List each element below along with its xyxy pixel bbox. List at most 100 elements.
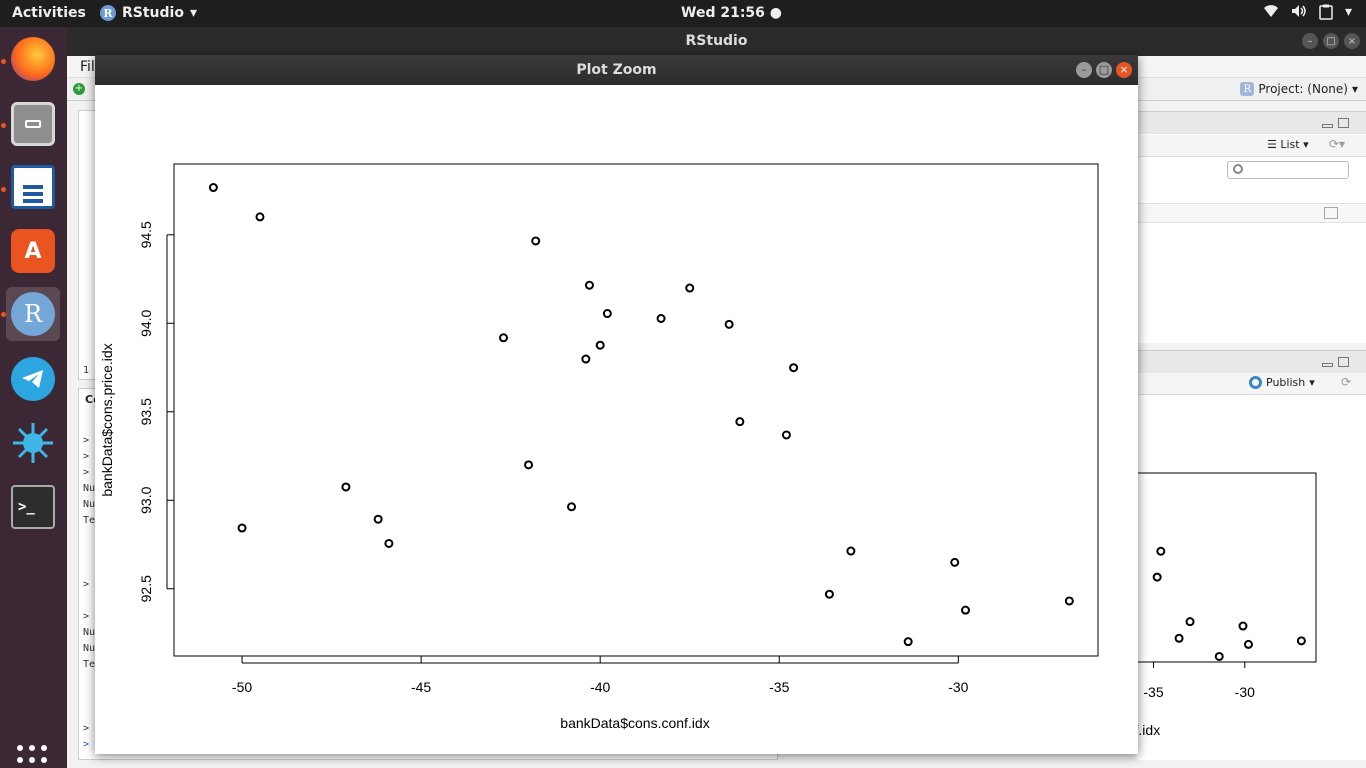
volume-icon (1291, 4, 1307, 24)
bg-data-point (1243, 639, 1253, 649)
x-axis-label: bankData$cons.conf.idx (560, 715, 709, 731)
data-point (1064, 596, 1074, 606)
publish-button[interactable]: Publish ▾ (1249, 376, 1315, 389)
data-point (903, 637, 913, 647)
data-point (208, 183, 218, 193)
bg-data-point (1296, 636, 1306, 646)
minimize-icon[interactable]: – (1302, 33, 1318, 49)
refresh-icon[interactable]: ⟳ (1341, 375, 1352, 389)
wifi-icon (1263, 4, 1279, 24)
console-line: Nu (83, 643, 96, 654)
minimize-pane-icon[interactable] (1322, 363, 1333, 367)
bg-data-point (1152, 572, 1162, 582)
dock: A R >_ (0, 27, 67, 768)
activities-button[interactable]: Activities (12, 5, 86, 21)
plot-zoom-window: Plot Zoom – □ × -50 -45 -40 -35 -30 92.5 93.0 9… (95, 55, 1138, 754)
clock[interactable]: Wed 21:56 ● (681, 5, 782, 21)
console-line: > (83, 723, 90, 734)
dock-files[interactable] (6, 97, 60, 151)
y-tick-label: 93.5 (138, 398, 154, 425)
data-point (595, 340, 605, 350)
clipboard-icon (1319, 4, 1333, 24)
plots-toolbar: Publish ▾ ⟳ (1137, 373, 1366, 395)
environment-row[interactable] (1137, 203, 1366, 223)
files-icon (11, 102, 55, 146)
system-tray[interactable]: ▾ (1263, 4, 1352, 24)
firefox-icon (11, 37, 55, 81)
console-line: > (83, 579, 90, 590)
environment-header (1137, 112, 1366, 134)
dock-terminal[interactable]: >_ (6, 480, 60, 534)
plots-pane: Publish ▾ ⟳ -35 -30 bankData$cons.conf.idx (1137, 350, 1366, 760)
list-view-label: List (1280, 138, 1300, 151)
console-line: > (83, 435, 90, 446)
project-menu[interactable]: R Project: (None) ▾ (1240, 82, 1358, 96)
y-tick-label: 94.5 (138, 221, 154, 248)
bg-data-point (1174, 633, 1184, 643)
x-tick-label: -45 (411, 679, 431, 695)
maximize-icon[interactable]: □ (1323, 33, 1339, 49)
data-point (656, 314, 666, 324)
console-prompt[interactable]: > (83, 739, 90, 750)
list-view-button[interactable]: ☰ List ▾ (1267, 138, 1309, 151)
top-bar: Activities R RStudio ▾ Wed 21:56 ● ▾ (0, 0, 1366, 27)
plot-zoom-title: Plot Zoom (95, 55, 1138, 85)
bg-plot-frame (1137, 472, 1317, 663)
chevron-down-icon: ▾ (1309, 376, 1315, 389)
console-line: Te (83, 515, 96, 526)
x-tick-label: -30 (948, 679, 968, 695)
console-line: Nu (83, 499, 96, 510)
data-point (950, 557, 960, 567)
chevron-down-icon: ▾ (1351, 82, 1358, 96)
publish-icon (1249, 376, 1262, 389)
background-plot: -35 -30 bankData$cons.conf.idx (1137, 472, 1317, 738)
y-tick-label: 93.0 (138, 486, 154, 513)
environment-toolbar: ☰ List ▾ ⟳▾ (1137, 135, 1366, 157)
console-line: Nu (83, 627, 96, 638)
maximize-pane-icon[interactable] (1338, 357, 1349, 367)
console-line: Te (83, 659, 96, 670)
bg-data-point (1214, 651, 1224, 661)
show-applications-icon[interactable] (17, 745, 49, 768)
y-tick-label: 94.0 (138, 309, 154, 336)
bg-x-axis-label: bankData$cons.conf.idx (1137, 722, 1160, 738)
grid-view-icon[interactable] (1324, 207, 1338, 219)
data-point (685, 283, 695, 293)
minimize-icon[interactable]: – (1076, 62, 1092, 78)
dock-settings[interactable] (6, 416, 60, 470)
x-tick-label: -40 (590, 679, 610, 695)
rstudio-icon: R (11, 292, 55, 336)
chevron-down-icon: ▾ (1344, 4, 1352, 20)
writer-icon (11, 165, 55, 209)
data-point (960, 605, 970, 615)
y-tick-label: 92.5 (138, 575, 154, 602)
close-icon[interactable]: × (1344, 33, 1360, 49)
data-point (567, 502, 577, 512)
app-menu[interactable]: R RStudio ▾ (100, 5, 197, 21)
close-icon[interactable]: × (1116, 62, 1132, 78)
data-point (384, 538, 394, 548)
dock-writer[interactable] (6, 160, 60, 214)
dock-software[interactable]: A (6, 224, 60, 278)
maximize-icon[interactable]: □ (1096, 62, 1112, 78)
dock-rstudio[interactable]: R (6, 287, 60, 341)
plot-frame (173, 163, 1099, 657)
data-point (341, 482, 351, 492)
bg-data-point (1156, 546, 1166, 556)
data-point (524, 460, 534, 470)
dock-firefox[interactable] (6, 32, 60, 86)
data-point (846, 546, 856, 556)
console-line: > (83, 611, 90, 622)
data-point (724, 319, 734, 329)
dock-telegram[interactable] (6, 352, 60, 406)
maximize-pane-icon[interactable] (1338, 118, 1349, 128)
data-point (581, 354, 591, 364)
console-line: Nu (83, 483, 96, 494)
data-point (789, 363, 799, 373)
environment-search-input[interactable] (1227, 161, 1349, 179)
minimize-pane-icon[interactable] (1322, 124, 1333, 128)
data-point (255, 212, 265, 222)
refresh-icon[interactable]: ⟳▾ (1329, 137, 1346, 151)
bg-data-point (1185, 617, 1195, 627)
new-file-icon[interactable]: + (73, 83, 85, 95)
